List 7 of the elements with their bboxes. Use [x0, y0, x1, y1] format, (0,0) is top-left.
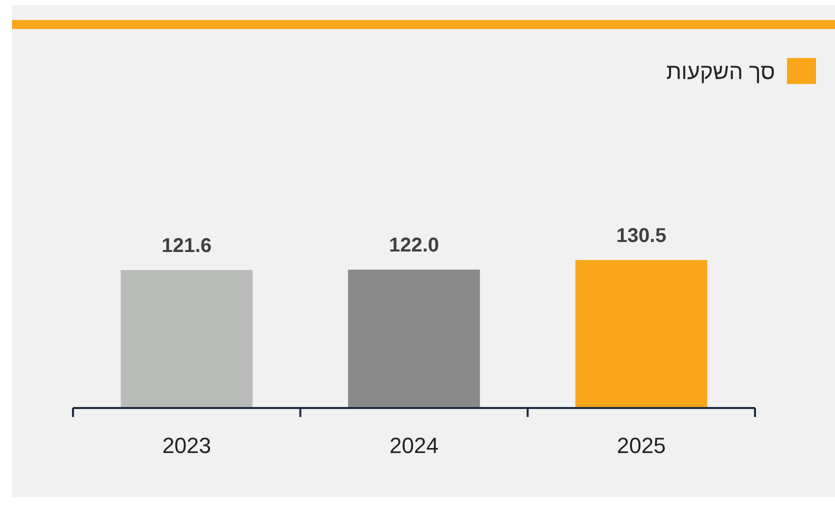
x-tick-label: 2024 — [390, 433, 438, 458]
x-tick-label: 2023 — [162, 433, 212, 458]
legend-label: סך השקעות — [666, 59, 775, 84]
data-label: 130.5 — [616, 225, 666, 247]
data-label: 121.6 — [162, 235, 212, 258]
data-label: 122.0 — [388, 234, 440, 257]
x-tick-label: 2025 — [616, 433, 666, 458]
